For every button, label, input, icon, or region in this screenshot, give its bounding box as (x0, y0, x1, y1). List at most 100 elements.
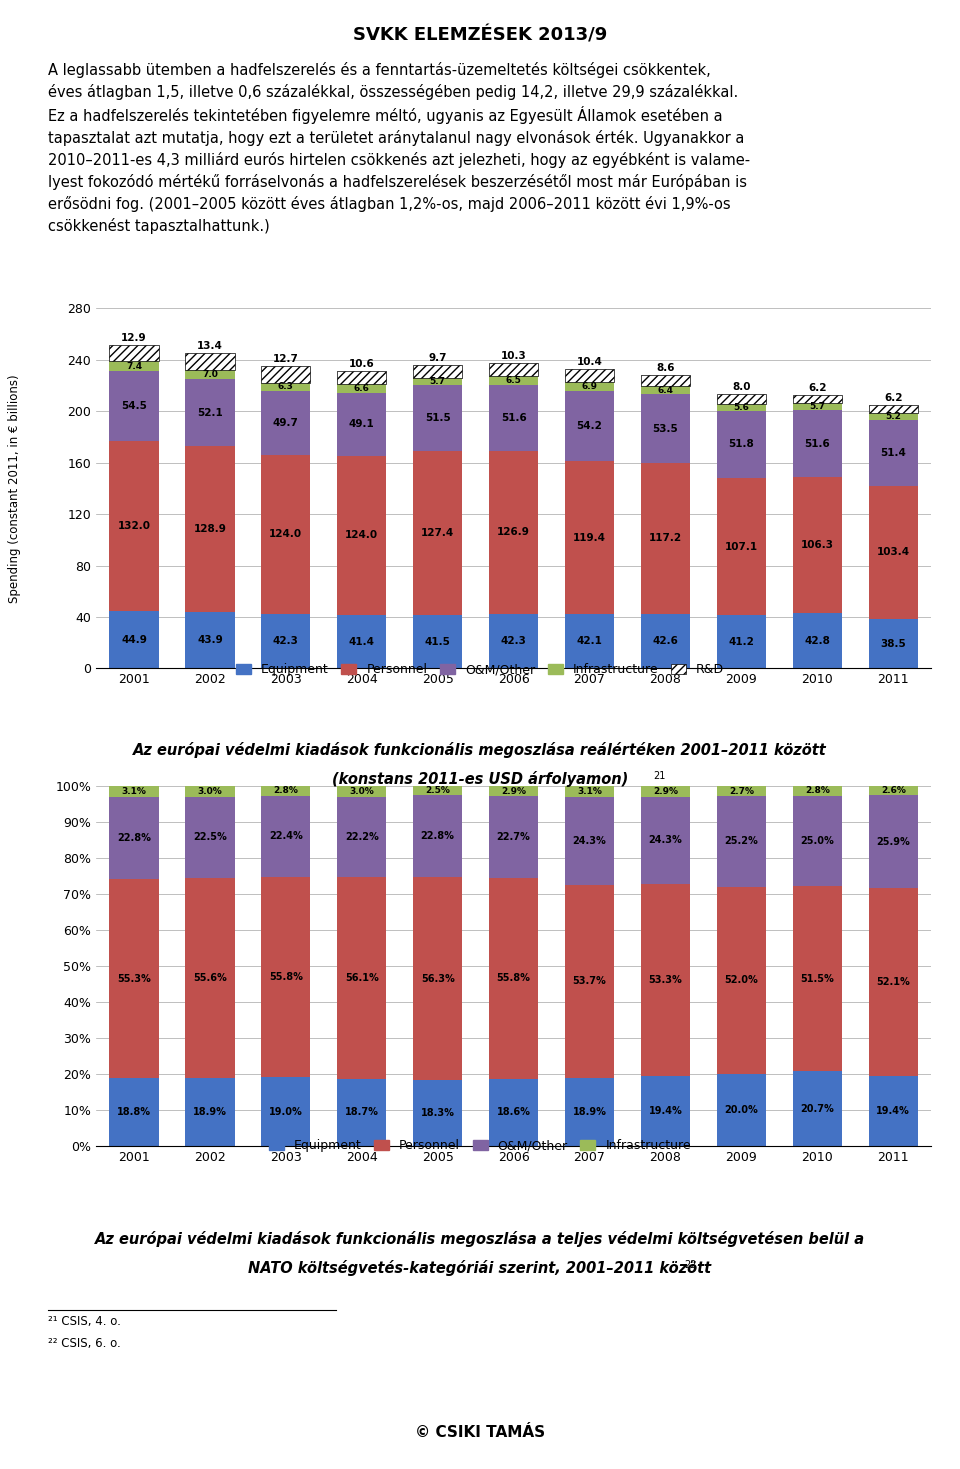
Bar (717, 394, 766, 404)
Bar (261, 786, 310, 796)
Text: 54.5: 54.5 (121, 401, 147, 411)
Text: 10.3: 10.3 (501, 351, 526, 361)
Bar (337, 392, 387, 455)
Text: (konstans 2011-es USD árfolyamon): (konstans 2011-es USD árfolyamon) (332, 771, 628, 787)
Bar (489, 614, 539, 668)
Bar (717, 1074, 766, 1146)
Text: 10.6: 10.6 (348, 358, 374, 369)
Bar (869, 786, 918, 795)
Text: 42.6: 42.6 (653, 636, 679, 646)
Text: 19.4%: 19.4% (649, 1106, 683, 1116)
Bar (489, 796, 539, 878)
Text: 18.6%: 18.6% (496, 1108, 531, 1118)
Bar (793, 403, 842, 410)
Text: 12.9: 12.9 (121, 333, 147, 342)
Text: 119.4: 119.4 (573, 533, 606, 542)
Text: 2.8%: 2.8% (274, 786, 299, 795)
Text: 3.0%: 3.0% (349, 787, 374, 796)
Text: © CSIKI TAMÁS: © CSIKI TAMÁS (415, 1425, 545, 1440)
Bar (564, 1078, 614, 1146)
Text: 38.5: 38.5 (880, 639, 906, 649)
Text: 41.5: 41.5 (424, 636, 450, 646)
Text: 124.0: 124.0 (269, 529, 302, 539)
Text: 5.2: 5.2 (885, 413, 901, 422)
Text: 55.8%: 55.8% (269, 972, 302, 981)
Text: 52.1%: 52.1% (876, 977, 910, 987)
Bar (640, 1075, 690, 1146)
Bar (564, 798, 614, 884)
Bar (109, 611, 158, 668)
Bar (413, 1080, 463, 1146)
Text: 22.5%: 22.5% (193, 833, 227, 842)
Text: ²² CSIS, 6. o.: ²² CSIS, 6. o. (48, 1337, 121, 1350)
Text: 9.7: 9.7 (428, 354, 447, 363)
Text: 49.7: 49.7 (273, 417, 299, 427)
Text: 51.8: 51.8 (729, 439, 755, 450)
Y-axis label: Spending (constant 2011, in € billions): Spending (constant 2011, in € billions) (8, 375, 21, 602)
Text: 42.3: 42.3 (273, 636, 299, 646)
Text: 55.8%: 55.8% (496, 974, 531, 983)
Text: 6.5: 6.5 (506, 376, 521, 385)
Text: 42.1: 42.1 (577, 636, 603, 646)
Text: 44.9: 44.9 (121, 635, 147, 645)
Bar (793, 786, 842, 796)
Bar (337, 455, 387, 616)
Bar (717, 796, 766, 887)
Bar (869, 486, 918, 618)
Text: 2.8%: 2.8% (804, 786, 829, 795)
Text: 22.8%: 22.8% (117, 833, 151, 843)
Text: 20.7%: 20.7% (801, 1103, 834, 1114)
Bar (869, 618, 918, 668)
Text: 19.4%: 19.4% (876, 1106, 910, 1116)
Bar (717, 887, 766, 1074)
Bar (185, 370, 234, 379)
Bar (337, 385, 387, 392)
Text: 3.1%: 3.1% (122, 787, 147, 796)
Legend: Equipment, Personnel, O&M/Other, Infrastructure, R&D: Equipment, Personnel, O&M/Other, Infrast… (231, 658, 729, 682)
Bar (564, 461, 614, 614)
Text: 51.4: 51.4 (880, 448, 906, 458)
Text: 56.1%: 56.1% (345, 972, 378, 983)
Bar (564, 786, 614, 798)
Bar (185, 613, 234, 668)
Bar (717, 411, 766, 477)
Text: 51.5%: 51.5% (801, 974, 834, 984)
Text: 25.0%: 25.0% (801, 836, 834, 846)
Bar (489, 385, 539, 451)
Bar (869, 420, 918, 486)
Text: 103.4: 103.4 (876, 548, 910, 557)
Bar (793, 395, 842, 403)
Text: 54.2: 54.2 (577, 422, 603, 430)
Text: 43.9: 43.9 (197, 635, 223, 645)
Bar (869, 1075, 918, 1146)
Bar (640, 386, 690, 394)
Text: 2.7%: 2.7% (729, 786, 754, 796)
Bar (261, 796, 310, 877)
Bar (717, 477, 766, 616)
Text: 12.7: 12.7 (273, 354, 299, 364)
Bar (793, 1071, 842, 1146)
Bar (413, 451, 463, 616)
Bar (564, 614, 614, 668)
Text: 2.5%: 2.5% (425, 786, 450, 795)
Bar (413, 795, 463, 877)
Text: 51.6: 51.6 (804, 439, 830, 448)
Bar (261, 614, 310, 668)
Text: 8.6: 8.6 (657, 363, 675, 373)
Text: 18.3%: 18.3% (420, 1108, 455, 1118)
Text: 7.0: 7.0 (202, 370, 218, 379)
Text: 41.2: 41.2 (729, 638, 755, 646)
Bar (640, 463, 690, 614)
Legend: Equipment, Personnel, O&M/Other, Infrastructure: Equipment, Personnel, O&M/Other, Infrast… (264, 1134, 696, 1158)
Text: 3.1%: 3.1% (577, 787, 602, 796)
Text: 8.0: 8.0 (732, 382, 751, 392)
Text: 53.7%: 53.7% (573, 977, 607, 986)
Bar (261, 454, 310, 614)
Bar (109, 441, 158, 611)
Bar (337, 370, 387, 385)
Bar (793, 796, 842, 886)
Text: 18.8%: 18.8% (117, 1108, 151, 1116)
Text: 3.0%: 3.0% (198, 787, 223, 796)
Bar (489, 786, 539, 796)
Text: 21: 21 (653, 771, 665, 782)
